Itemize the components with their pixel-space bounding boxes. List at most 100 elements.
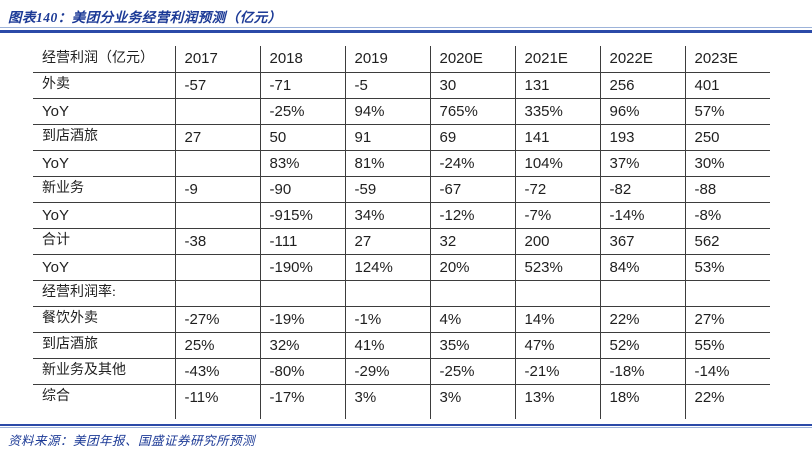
gridline-stub-cell	[599, 410, 685, 419]
table-row: YoY -25% 94% 765% 335% 96% 57%	[33, 98, 770, 125]
row-label-cell: 综合	[42, 389, 70, 405]
value-cell	[344, 280, 430, 307]
value-cell: -29%	[344, 358, 430, 385]
header-year-cell: 2020E	[429, 46, 515, 73]
value-cell: -18%	[599, 358, 685, 385]
header-label-cell: 经营利润（亿元）	[33, 46, 175, 73]
value-cell: 124%	[344, 254, 430, 281]
value-cell: 47%	[514, 332, 600, 359]
value-cell: 27	[344, 228, 430, 255]
value-cell: 30	[429, 72, 515, 99]
value-cell: -24%	[429, 150, 515, 177]
value-cell	[599, 280, 685, 307]
footer-rule-light-line	[0, 427, 812, 428]
value-cell: -67	[429, 176, 515, 203]
value-cell	[259, 280, 345, 307]
value-cell: 256	[599, 72, 685, 99]
value-cell: -111	[259, 228, 345, 255]
row-label-cell: 合计	[33, 228, 175, 255]
value-cell: -90	[259, 176, 345, 203]
value-cell: 30%	[684, 150, 770, 177]
value-cell: 104%	[514, 150, 600, 177]
header-year-cell: 2017	[174, 46, 260, 73]
table-row: 到店酒旅 27 50 91 69 141 193 250	[33, 124, 770, 151]
value-cell: 3%	[344, 384, 430, 410]
figure-caption: 图表140：美团分业务经营利润预测（亿元）	[8, 10, 282, 25]
value-cell: -59	[344, 176, 430, 203]
table-row: 到店酒旅 25% 32% 41% 35% 47% 52% 55%	[33, 332, 770, 359]
value-cell: -7%	[514, 202, 600, 229]
value-cell: 25%	[174, 332, 260, 359]
value-cell: -72	[514, 176, 600, 203]
value-cell: 91	[344, 124, 430, 151]
value-cell	[174, 98, 260, 125]
header-year-cell: 2019	[344, 46, 430, 73]
value-cell: -190%	[259, 254, 345, 281]
row-label-cell: 餐饮外卖	[33, 306, 175, 333]
row-label-cell: 新业务及其他	[33, 358, 175, 385]
value-cell: 35%	[429, 332, 515, 359]
value-cell	[174, 254, 260, 281]
value-cell: 13%	[514, 384, 600, 410]
value-cell: 37%	[599, 150, 685, 177]
row-label-cell: 到店酒旅	[33, 124, 175, 151]
value-cell: 53%	[684, 254, 770, 281]
table-row: 餐饮外卖 -27% -19% -1% 4% 14% 22% 27%	[33, 306, 770, 333]
value-cell: 96%	[599, 98, 685, 125]
value-cell: -71	[259, 72, 345, 99]
row-label-cell: 经营利润率:	[33, 280, 175, 307]
value-cell: 84%	[599, 254, 685, 281]
gridline-stub-cell	[259, 410, 345, 419]
table-row: 综合 -11% -17% 3% 3% 13% 18% 22%	[33, 384, 770, 410]
value-cell	[514, 280, 600, 307]
table-body: 外卖 -57 -71 -5 30 131 256 401 YoY -25% 94% 765% 335% 9…	[33, 72, 770, 419]
value-cell: 81%	[344, 150, 430, 177]
value-cell	[429, 280, 515, 307]
footer-rule-gap	[0, 426, 812, 427]
table-row: 新业务 -9 -90 -59 -67 -72 -82 -88	[33, 176, 770, 203]
value-cell	[684, 280, 770, 307]
value-cell: 22%	[599, 306, 685, 333]
value-cell: -21%	[514, 358, 600, 385]
value-cell: -57	[174, 72, 260, 99]
header-year-cell: 2018	[259, 46, 345, 73]
value-cell: -80%	[259, 358, 345, 385]
value-cell: -88	[684, 176, 770, 203]
value-cell: 34%	[344, 202, 430, 229]
source-note: 资料来源：美团年报、国盛证券研究所预测	[8, 434, 256, 448]
footer-rule-dark-line	[0, 424, 812, 426]
table-row: 新业务及其他 -43% -80% -29% -25% -21% -18% -14%	[33, 358, 770, 385]
value-cell: 14%	[514, 306, 600, 333]
table-row: YoY 83% 81% -24% 104% 37% 30%	[33, 150, 770, 177]
value-cell	[174, 150, 260, 177]
row-label-cell: YoY	[33, 254, 175, 281]
row-label-cell: 外卖	[33, 72, 175, 99]
header-year-cell: 2022E	[599, 46, 685, 73]
value-cell: 27%	[684, 306, 770, 333]
value-cell: 401	[684, 72, 770, 99]
value-cell: -5	[344, 72, 430, 99]
gridline-stub-row	[33, 410, 770, 419]
value-cell: 200	[514, 228, 600, 255]
value-cell: 32%	[259, 332, 345, 359]
table-row: 外卖 -57 -71 -5 30 131 256 401	[33, 72, 770, 99]
table-row: 合计 -38 -111 27 32 200 367 562	[33, 228, 770, 255]
value-cell: 52%	[599, 332, 685, 359]
value-cell: -12%	[429, 202, 515, 229]
gridline-stub-cell	[429, 410, 515, 419]
value-cell: -43%	[174, 358, 260, 385]
value-cell: -9	[174, 176, 260, 203]
caption-rule	[0, 27, 812, 33]
value-cell: 22%	[684, 384, 770, 410]
value-cell: -915%	[259, 202, 345, 229]
row-label-cell: 新业务	[33, 176, 175, 203]
value-cell: 50	[259, 124, 345, 151]
value-cell: 94%	[344, 98, 430, 125]
value-cell: 335%	[514, 98, 600, 125]
profit-forecast-table: 经营利润（亿元） 2017 2018 2019 2020E 2021E 2022E 2023E…	[33, 46, 770, 419]
gridline-stub-cell	[344, 410, 430, 419]
value-cell: -8%	[684, 202, 770, 229]
gridline-stub-cell	[684, 410, 770, 419]
value-cell: 523%	[514, 254, 600, 281]
value-cell: 562	[684, 228, 770, 255]
